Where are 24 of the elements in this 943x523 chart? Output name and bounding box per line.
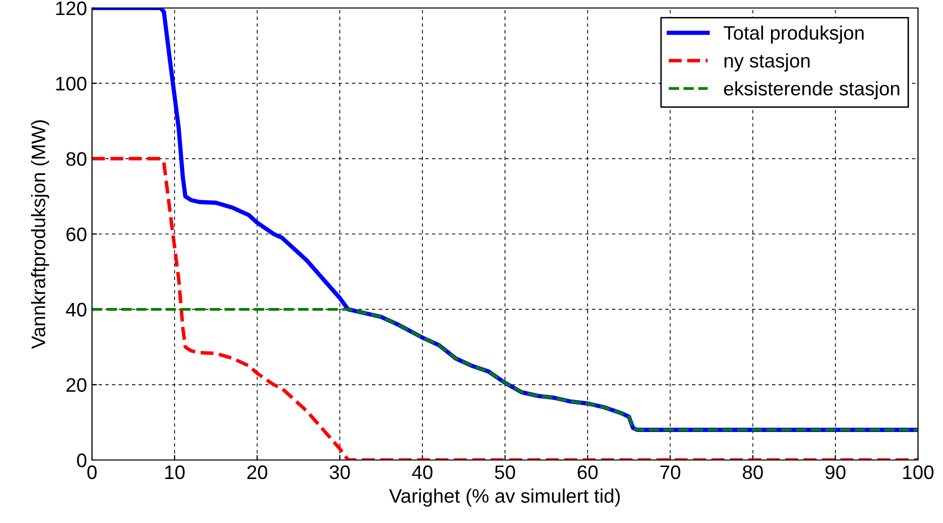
legend-label: eksisterende stasjon xyxy=(724,81,900,100)
x-tick-label: 40 xyxy=(412,465,432,480)
x-tick-label: 30 xyxy=(330,465,350,480)
x-axis-title: Varighet (% av simulert tid) xyxy=(389,488,620,507)
y-tick-label: 60 xyxy=(66,227,86,242)
x-tick-label: 0 xyxy=(87,465,97,480)
y-tick-label: 40 xyxy=(66,302,86,317)
legend-label: Total produksjon xyxy=(724,26,864,44)
x-tick-label: 90 xyxy=(826,465,846,480)
x-tick-label: 80 xyxy=(742,465,763,480)
y-axis-title: Vannkraftproduksjon (MW) xyxy=(31,120,50,349)
y-tick-label: 80 xyxy=(66,152,86,166)
x-tick-label: 50 xyxy=(494,465,516,480)
legend-label: ny stasjon xyxy=(724,53,810,72)
y-tick-label: 100 xyxy=(56,76,86,91)
x-tick-label: 10 xyxy=(165,465,185,480)
x-tick-label: 70 xyxy=(660,465,680,480)
y-tick-label: 0 xyxy=(77,453,86,468)
y-tick-label: 120 xyxy=(56,1,86,16)
x-tick-label: 20 xyxy=(247,465,268,480)
x-tick-label: 100 xyxy=(903,465,934,480)
line-series xyxy=(92,308,918,432)
y-tick-label: 20 xyxy=(66,378,86,392)
x-tick-label: 60 xyxy=(578,465,598,480)
